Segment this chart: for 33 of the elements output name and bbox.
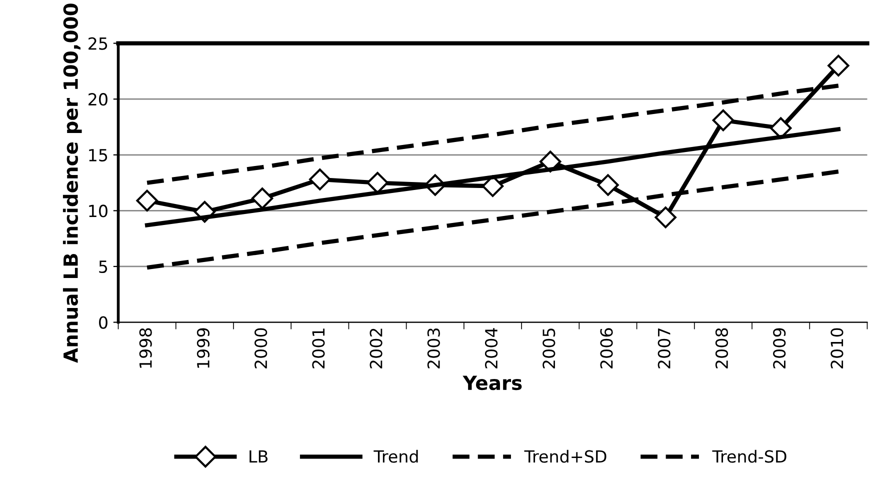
x-tick-label: 2003: [427, 328, 440, 368]
point: [828, 54, 850, 76]
x-tick-label: 1998: [139, 328, 152, 368]
x-tick-label: 1999: [196, 328, 210, 368]
x-tick-label: 2008: [715, 328, 728, 368]
x-tick-label: 2002: [370, 328, 382, 368]
x-tick-label: 2000: [254, 328, 268, 368]
y-axis-title: Annual LB incidence per 100,000: [62, 4, 82, 363]
y-tick-label: 15: [89, 149, 108, 162]
point: [136, 190, 158, 212]
y-tick-label: 0: [99, 316, 108, 329]
x-tick-label: 2009: [773, 328, 786, 368]
y-tick-label: 20: [88, 93, 108, 106]
point: [654, 206, 676, 228]
y-tick-label: 10: [89, 204, 108, 218]
legend-label: Trend-SD: [712, 450, 786, 463]
legend-label: Trend: [374, 450, 418, 463]
point: [712, 109, 734, 132]
point: [251, 188, 274, 210]
legend-label: LB: [250, 450, 268, 463]
x-tick-label: 2010: [830, 328, 844, 368]
x-tick-label: 2005: [542, 328, 556, 368]
y-tick-label: 5: [99, 260, 108, 274]
y-tick-label: 25: [88, 37, 108, 50]
point: [770, 117, 792, 139]
x-tick-label: 2006: [600, 328, 613, 368]
x-tick-label: 2004: [484, 328, 498, 368]
x-tick-label: 2001: [312, 328, 325, 368]
legend-label: Trend+SD: [524, 450, 606, 463]
x-tick-label: 2007: [658, 328, 670, 368]
x-axis-title: Years: [462, 376, 522, 390]
point: [597, 174, 619, 196]
point: [309, 168, 331, 190]
